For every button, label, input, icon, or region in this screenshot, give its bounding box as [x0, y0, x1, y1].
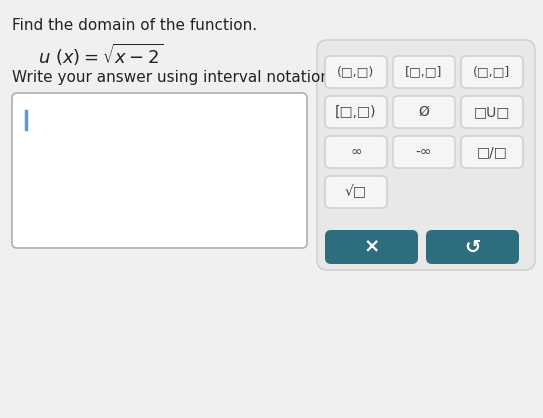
FancyBboxPatch shape [461, 96, 523, 128]
FancyBboxPatch shape [393, 56, 455, 88]
Text: [□,□): [□,□) [335, 105, 377, 119]
Text: □U□: □U□ [474, 105, 510, 119]
FancyBboxPatch shape [325, 230, 418, 264]
Text: [□,□]: [□,□] [405, 66, 443, 79]
Text: $u\ (x) = \sqrt{x-2}$: $u\ (x) = \sqrt{x-2}$ [38, 42, 163, 68]
Text: (□,□]: (□,□] [473, 66, 510, 79]
Text: ×: × [363, 237, 380, 257]
Text: √□: √□ [345, 185, 367, 199]
Text: ↺: ↺ [464, 237, 481, 257]
FancyBboxPatch shape [325, 56, 387, 88]
Text: Ø: Ø [419, 105, 430, 119]
FancyBboxPatch shape [12, 93, 307, 248]
FancyBboxPatch shape [325, 176, 387, 208]
Text: ∞: ∞ [350, 145, 362, 159]
FancyBboxPatch shape [317, 40, 535, 270]
FancyBboxPatch shape [393, 136, 455, 168]
Text: □/□: □/□ [477, 145, 508, 159]
Text: Find the domain of the function.: Find the domain of the function. [12, 18, 257, 33]
Text: Write your answer using interval notation.: Write your answer using interval notatio… [12, 70, 335, 85]
FancyBboxPatch shape [461, 56, 523, 88]
Text: (□,□): (□,□) [337, 66, 375, 79]
FancyBboxPatch shape [325, 136, 387, 168]
FancyBboxPatch shape [393, 96, 455, 128]
FancyBboxPatch shape [426, 230, 519, 264]
Text: -∞: -∞ [416, 145, 432, 159]
FancyBboxPatch shape [325, 96, 387, 128]
FancyBboxPatch shape [461, 136, 523, 168]
